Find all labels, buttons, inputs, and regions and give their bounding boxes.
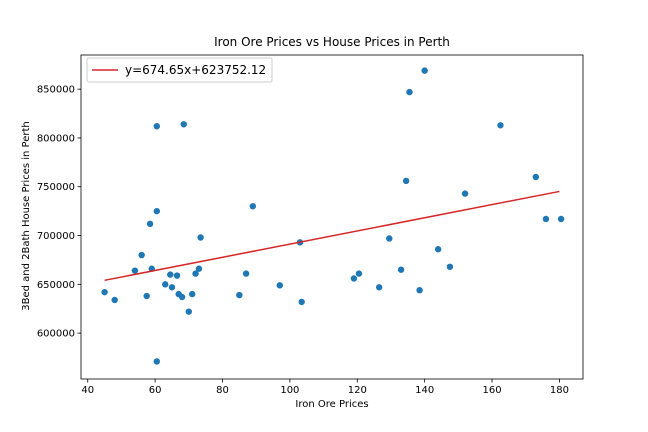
data-point bbox=[350, 275, 358, 282]
data-point bbox=[111, 296, 118, 304]
data-point bbox=[168, 284, 176, 291]
legend-box bbox=[86, 57, 273, 83]
y-tick-label: 650000 bbox=[37, 280, 75, 291]
data-point bbox=[386, 235, 393, 242]
x-tick-label: 40 bbox=[81, 385, 94, 396]
data-point bbox=[153, 123, 161, 130]
data-point bbox=[542, 215, 550, 223]
legend-label: y=674.65x+623752.12 bbox=[125, 63, 266, 77]
x-tick-label: 60 bbox=[149, 385, 162, 396]
y-axis: 600000 650000 700000 750000 800000 850000 bbox=[37, 85, 81, 340]
data-point bbox=[557, 215, 565, 223]
chart-title: Iron Ore Prices vs House Prices in Perth bbox=[214, 35, 450, 49]
x-tick-label: 140 bbox=[415, 385, 434, 396]
x-axis-label: Iron Ore Prices bbox=[295, 399, 368, 410]
x-tick-label: 180 bbox=[550, 385, 569, 396]
x-tick-label: 80 bbox=[216, 385, 229, 396]
data-point bbox=[497, 122, 504, 129]
y-tick-label: 850000 bbox=[37, 85, 75, 96]
data-point bbox=[397, 266, 405, 273]
data-point bbox=[532, 173, 540, 181]
data-point bbox=[167, 271, 174, 278]
regression-line bbox=[104, 190, 560, 282]
data-point bbox=[461, 190, 469, 197]
y-tick-label: 750000 bbox=[37, 182, 75, 193]
data-point bbox=[195, 265, 203, 272]
data-point bbox=[138, 251, 145, 259]
y-tick-label: 700000 bbox=[37, 231, 75, 242]
data-point bbox=[446, 263, 454, 270]
data-point bbox=[146, 220, 154, 228]
data-point bbox=[236, 291, 243, 299]
data-point bbox=[298, 298, 305, 306]
x-tick-label: 160 bbox=[482, 385, 501, 396]
data-point bbox=[153, 207, 161, 215]
data-point bbox=[162, 281, 169, 288]
y-tick-label: 800000 bbox=[37, 133, 75, 144]
y-axis-label: 3Bed and 2Bath House Prices in Perth bbox=[21, 121, 32, 310]
data-point bbox=[192, 270, 199, 277]
data-point bbox=[249, 203, 257, 210]
x-axis: 40 60 80 100 120 140 160 180 bbox=[81, 379, 569, 396]
x-tick-label: 120 bbox=[348, 385, 367, 396]
data-point bbox=[375, 284, 383, 291]
data-point bbox=[402, 177, 410, 185]
data-point bbox=[197, 234, 204, 241]
data-point bbox=[185, 308, 193, 315]
data-point bbox=[101, 288, 108, 296]
data-point bbox=[355, 270, 363, 277]
data-point bbox=[131, 267, 139, 274]
plot-area bbox=[80, 54, 584, 380]
data-point bbox=[178, 293, 186, 301]
data-point bbox=[188, 290, 196, 298]
data-point bbox=[416, 286, 423, 294]
y-tick-label: 600000 bbox=[37, 329, 75, 340]
plot-frame bbox=[80, 54, 584, 380]
data-point bbox=[180, 121, 187, 128]
data-point bbox=[173, 272, 181, 279]
data-point bbox=[421, 67, 428, 74]
data-point bbox=[434, 246, 442, 253]
data-point bbox=[143, 292, 150, 300]
x-tick-label: 100 bbox=[280, 385, 299, 396]
data-point bbox=[406, 88, 413, 96]
legend: y=674.65x+623752.12 bbox=[86, 57, 273, 83]
data-point bbox=[153, 358, 161, 365]
data-point bbox=[276, 282, 283, 289]
data-point bbox=[242, 270, 250, 277]
